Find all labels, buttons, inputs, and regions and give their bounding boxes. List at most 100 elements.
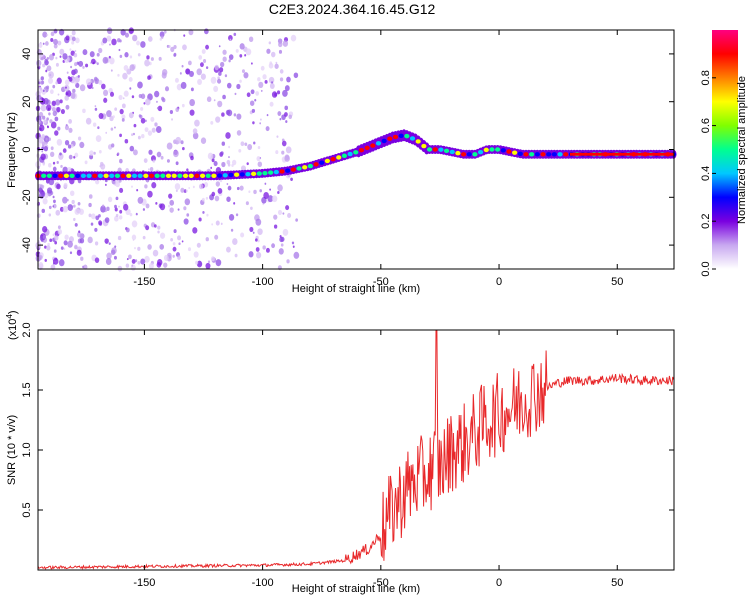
- noise-speck: [177, 208, 180, 211]
- noise-speck: [217, 78, 222, 84]
- ridge-core: [211, 173, 217, 178]
- noise-speck: [247, 144, 253, 151]
- noise-speck: [49, 238, 53, 243]
- noise-speck: [103, 89, 109, 97]
- noise-speck: [106, 27, 113, 35]
- noise-speck: [73, 68, 78, 74]
- noise-speck: [168, 193, 173, 199]
- noise-speck: [131, 264, 134, 267]
- noise-speck: [253, 141, 256, 145]
- noise-speck: [244, 142, 248, 147]
- noise-speck: [88, 194, 93, 199]
- noise-speck: [158, 56, 162, 61]
- noise-speck: [138, 114, 142, 118]
- noise-speck: [64, 125, 70, 131]
- noise-speck: [95, 135, 102, 143]
- noise-speck: [46, 85, 50, 90]
- noise-speck: [198, 183, 204, 190]
- spectrogram-y-label: Frequency (Hz): [6, 112, 18, 188]
- noise-speck: [94, 257, 100, 263]
- noise-speck: [102, 37, 108, 44]
- noise-speck: [150, 116, 155, 122]
- noise-speck: [201, 197, 205, 202]
- noise-speck: [255, 91, 260, 96]
- noise-speck: [71, 40, 75, 45]
- noise-speck: [154, 122, 158, 127]
- noise-speck: [284, 155, 290, 162]
- noise-speck: [221, 141, 226, 146]
- noise-speck: [133, 123, 137, 128]
- noise-speck: [192, 128, 198, 135]
- noise-speck: [193, 251, 199, 258]
- ridge-core: [296, 166, 302, 171]
- noise-speck: [104, 238, 109, 244]
- noise-speck: [128, 27, 134, 34]
- noise-speck: [282, 228, 289, 236]
- colorbar-gradient: [712, 30, 738, 269]
- noise-speck: [142, 235, 146, 240]
- noise-speck: [94, 227, 98, 232]
- noise-speck: [183, 34, 186, 37]
- noise-speck: [110, 69, 113, 72]
- noise-speck: [268, 76, 275, 84]
- noise-speck: [104, 183, 107, 186]
- noise-speck: [260, 89, 263, 92]
- noise-speck: [245, 48, 252, 56]
- noise-speck: [53, 199, 56, 204]
- noise-speck: [48, 112, 51, 116]
- noise-speck: [214, 64, 219, 71]
- noise-speck: [118, 215, 123, 220]
- noise-speck: [257, 77, 261, 82]
- noise-speck: [119, 54, 123, 59]
- noise-speck: [59, 99, 63, 104]
- noise-speck: [250, 89, 255, 95]
- noise-speck: [63, 240, 68, 246]
- noise-speck: [118, 48, 121, 52]
- noise-speck: [202, 210, 205, 214]
- ridge-core: [370, 143, 376, 148]
- noise-speck: [221, 112, 225, 117]
- ridge-core: [449, 149, 455, 155]
- ridge-core: [387, 136, 393, 141]
- noise-speck: [94, 107, 98, 111]
- noise-speck: [129, 55, 133, 59]
- noise-speck: [109, 91, 115, 97]
- ridge-core: [58, 173, 64, 178]
- noise-speck: [114, 126, 116, 129]
- noise-speck: [69, 251, 73, 255]
- noise-speck: [129, 145, 135, 152]
- noise-speck: [102, 165, 105, 169]
- noise-speck: [131, 258, 136, 264]
- noise-speck: [143, 42, 146, 45]
- noise-speck: [169, 207, 174, 213]
- noise-speck: [82, 265, 85, 269]
- noise-speck: [55, 62, 59, 67]
- noise-speck: [215, 259, 222, 267]
- noise-speck: [173, 150, 179, 158]
- noise-speck: [196, 242, 201, 248]
- noise-speck: [241, 69, 245, 74]
- noise-speck: [257, 145, 261, 150]
- noise-speck: [120, 28, 126, 36]
- noise-speck: [248, 251, 254, 258]
- ridge-core: [137, 173, 143, 178]
- noise-speck: [105, 258, 112, 266]
- noise-speck: [279, 77, 284, 82]
- noise-speck: [47, 107, 50, 111]
- noise-speck: [62, 148, 67, 153]
- noise-speck: [187, 247, 192, 252]
- snr-y-ticks: 0.5 1.0 1.5 2.0: [21, 322, 674, 518]
- noise-speck: [53, 249, 57, 253]
- ridge-core: [268, 170, 274, 175]
- noise-speck: [226, 182, 229, 186]
- ridge-core: [290, 167, 296, 172]
- noise-speck: [235, 49, 239, 53]
- noise-speck: [271, 243, 276, 249]
- noise-speck: [66, 71, 69, 74]
- noise-speck: [50, 38, 54, 42]
- noise-speck: [68, 119, 73, 124]
- noise-speck: [234, 92, 237, 96]
- noise-speck: [42, 163, 45, 166]
- noise-speck: [274, 63, 279, 69]
- snr-x-tick-label: 50: [611, 577, 623, 589]
